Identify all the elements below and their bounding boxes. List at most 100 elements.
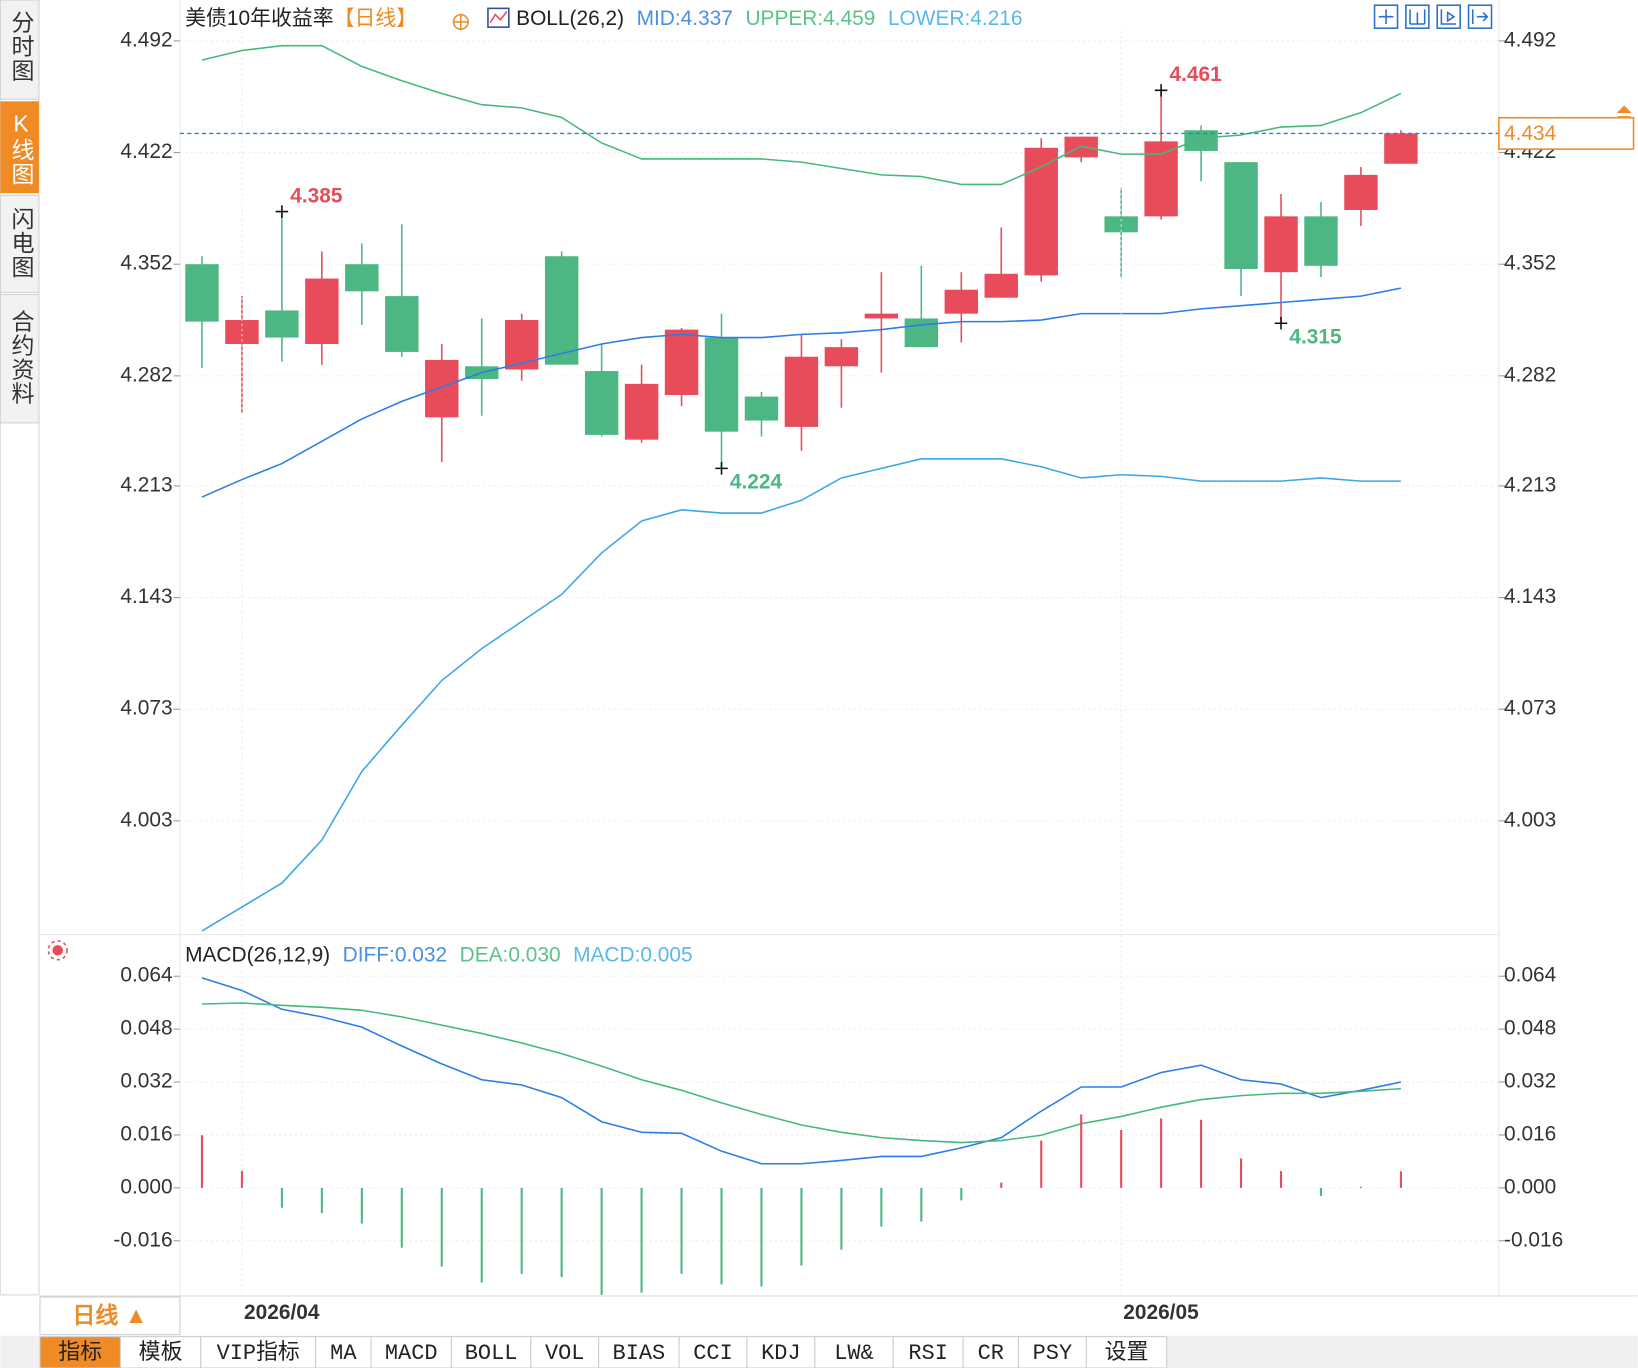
y-tick-label: 0.048: [1504, 1017, 1556, 1040]
indicator-tab[interactable]: [678, 1336, 748, 1368]
sidebar-tab[interactable]: [0, 0, 40, 100]
indicator-tab-label: BIAS: [613, 1341, 666, 1366]
indicator-tab[interactable]: [746, 1336, 816, 1368]
y-tick-label: 4.492: [120, 28, 172, 51]
indicator-tab-label: VIP指标: [217, 1340, 300, 1366]
last-price-box: [1498, 116, 1635, 150]
y-tick-label: 0.048: [120, 1017, 172, 1040]
candle-body: [824, 347, 859, 367]
y-tick-label: 4.492: [1504, 28, 1556, 51]
sidebar-tab-active[interactable]: [0, 101, 39, 194]
add-icon[interactable]: [452, 13, 469, 31]
extreme-label: 4.315: [1289, 325, 1342, 348]
y-tick-label: 4.143: [1504, 585, 1556, 608]
y-tick-label: 0.016: [1504, 1122, 1556, 1145]
candle-body: [385, 296, 419, 352]
indicator-tab-label: PSY: [1033, 1341, 1072, 1366]
indicator-tab[interactable]: [814, 1336, 894, 1368]
sidebar-tab-label: 闪电图: [8, 207, 34, 279]
sidebar-tab[interactable]: [0, 293, 40, 424]
y-tick-label: -0.016: [1504, 1228, 1563, 1251]
candle-body: [1224, 162, 1258, 269]
extreme-label: 4.224: [730, 471, 783, 494]
boll-line: [201, 287, 1402, 498]
indicator-tab-label: 指标: [58, 1340, 102, 1366]
candle-body: [584, 371, 619, 435]
indicator-tab[interactable]: [892, 1336, 964, 1368]
indicator-tab[interactable]: [200, 1336, 317, 1368]
indicator-tab-label: MACD: [385, 1341, 438, 1366]
period-label: 【日线】: [334, 6, 417, 29]
indicator-icon[interactable]: [487, 7, 510, 28]
indicator-tab-label: CCI: [693, 1341, 732, 1366]
indicator-tab[interactable]: [315, 1336, 372, 1368]
last-price-label: 4.434: [1504, 122, 1556, 145]
y-tick-label: 0.064: [1504, 964, 1556, 987]
y-tick-label: 4.352: [1504, 252, 1556, 275]
candle-body: [1184, 130, 1218, 151]
candle-body: [345, 264, 379, 292]
legend-entry: UPPER:4.459: [745, 6, 875, 29]
y-tick-label: 4.213: [1504, 473, 1556, 496]
indicator-tab-label: BOLL: [465, 1341, 518, 1366]
indicator-tab[interactable]: [1085, 1336, 1168, 1368]
extreme-marker: [1154, 84, 1168, 97]
candle-body: [744, 396, 779, 421]
candle-body: [984, 273, 1018, 298]
y-tick-label: 0.064: [120, 964, 172, 987]
candle-body: [1264, 216, 1298, 273]
candle-body: [305, 278, 339, 344]
toolbar-icons[interactable]: [1373, 4, 1493, 29]
y-tick-label: 4.282: [120, 363, 172, 386]
legend-entry: DEA:0.030: [460, 943, 561, 966]
legend-entry: DIFF:0.032: [343, 943, 447, 966]
candle-body: [664, 329, 699, 396]
sidebar: [0, 0, 40, 1296]
y-tick-label: 4.422: [120, 140, 172, 163]
y-tick-label: 4.213: [120, 473, 172, 496]
indicator-tab[interactable]: [962, 1336, 1019, 1368]
y-tick-label: 0.032: [1504, 1070, 1556, 1093]
indicator-tab[interactable]: [39, 1336, 121, 1368]
candle-body: [544, 256, 579, 365]
candle-body: [904, 318, 939, 348]
period-selector[interactable]: [39, 1296, 181, 1336]
indicator-tab-label: LW&: [834, 1341, 873, 1366]
candle-body: [1344, 174, 1378, 210]
extreme-marker: [275, 205, 289, 218]
indicator-tab[interactable]: [450, 1336, 532, 1368]
indicator-tab[interactable]: [370, 1336, 452, 1368]
candle-body: [784, 356, 819, 427]
indicator-legend: BOLL(26,2) MID:4.337 UPPER:4.459 LOWER:4.21…: [516, 6, 1022, 29]
indicator-tab[interactable]: [1017, 1336, 1087, 1368]
y-tick-label: 4.003: [1504, 808, 1556, 831]
y-tick-label: 4.352: [120, 252, 172, 275]
extreme-label: 4.461: [1169, 63, 1222, 86]
candle-body: [704, 337, 739, 432]
sidebar-tab-label: 分时图: [8, 10, 34, 82]
indicator-name: BOLL(26,2): [516, 6, 624, 29]
indicator-tab-label: MA: [330, 1341, 357, 1366]
extreme-label: 4.385: [290, 184, 343, 207]
indicator-tab[interactable]: [119, 1336, 202, 1368]
settings-icon[interactable]: [47, 940, 68, 961]
y-tick-label: 0.016: [120, 1122, 172, 1145]
y-tick-label: 0.000: [120, 1175, 172, 1198]
candle-body: [425, 359, 459, 418]
y-tick-label: -0.016: [113, 1228, 172, 1251]
legend-entry: LOWER:4.216: [888, 6, 1023, 29]
y-tick-label: 4.282: [1504, 363, 1556, 386]
extreme-marker: [715, 462, 728, 475]
extreme-marker: [1274, 316, 1288, 330]
sidebar-tab[interactable]: [0, 194, 40, 293]
chart-title: 美债10年收益率: [185, 6, 333, 29]
indicator-tab[interactable]: [598, 1336, 680, 1368]
y-tick-label: 4.073: [120, 697, 172, 720]
macd-line: [201, 977, 1402, 1165]
candle-body: [1104, 216, 1138, 233]
candle-body: [225, 320, 259, 344]
indicator-name: MACD(26,12,9): [185, 943, 330, 966]
candle-body: [864, 313, 899, 319]
